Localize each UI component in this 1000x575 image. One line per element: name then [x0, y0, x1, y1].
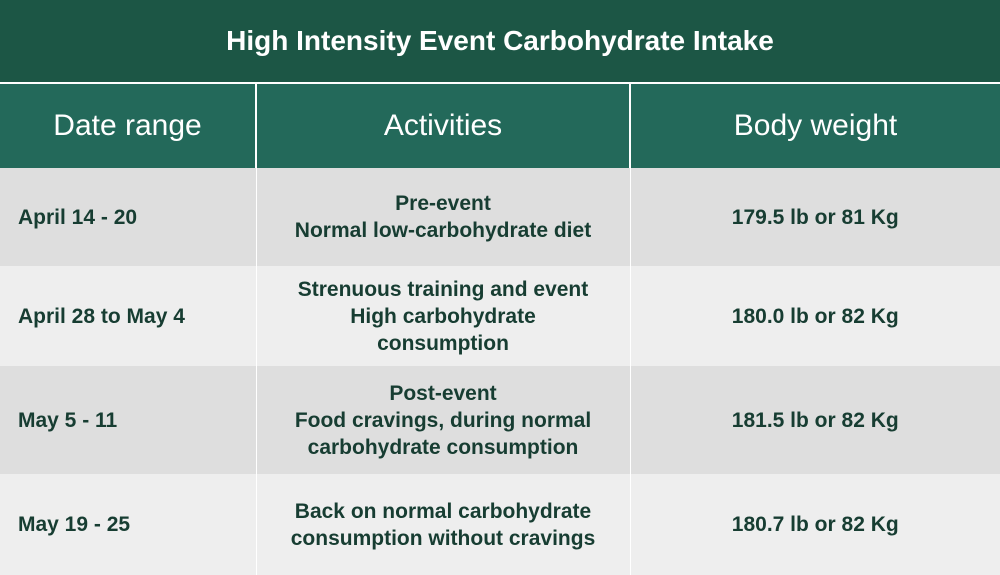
weight-cell: 179.5 lb or 81 Kg — [630, 168, 1000, 266]
weight-cell: 180.0 lb or 82 Kg — [630, 266, 1000, 366]
weight-cell: 181.5 lb or 82 Kg — [630, 366, 1000, 474]
date-cell: May 5 - 11 — [0, 366, 257, 474]
activity-line: High carbohydrate — [350, 304, 536, 328]
table-row: May 19 - 25 Back on normal carbohydrate … — [0, 474, 1000, 575]
header-date-range: Date range — [0, 84, 257, 168]
activity-line: Strenuous training and event — [297, 277, 589, 301]
header-body-weight: Body weight — [630, 84, 1000, 168]
activities-cell: Post-event Food cravings, during normal … — [256, 366, 631, 474]
weight-cell: 180.7 lb or 82 Kg — [630, 474, 1000, 575]
activity-line: Pre-event — [395, 192, 491, 215]
date-cell: April 14 - 20 — [0, 168, 257, 266]
activity-line: consumption — [377, 331, 509, 355]
activity-line: consumption without cravings — [290, 526, 596, 550]
activities-cell: Back on normal carbohydrate consumption … — [256, 474, 631, 575]
date-cell: May 19 - 25 — [0, 474, 257, 575]
date-cell: April 28 to May 4 — [0, 266, 257, 366]
activities-cell: Pre-event Normal low-carbohydrate diet — [256, 168, 631, 266]
intake-table: Date range Activities Body weight April … — [0, 84, 1000, 575]
activity-line: Back on normal carbohydrate — [294, 499, 592, 523]
table-row: April 28 to May 4 Strenuous training and… — [0, 266, 1000, 366]
activities-cell: Strenuous training and event High carboh… — [256, 266, 631, 366]
header-activities: Activities — [256, 84, 631, 168]
header-row: Date range Activities Body weight — [0, 84, 1000, 168]
activity-line: carbohydrate consumption — [307, 435, 579, 459]
table-row: April 14 - 20 Pre-event Normal low-carbo… — [0, 168, 1000, 266]
table-row: May 5 - 11 Post-event Food cravings, dur… — [0, 366, 1000, 474]
activity-line: Normal low-carbohydrate diet — [294, 219, 592, 242]
table-title: High Intensity Event Carbohydrate Intake — [0, 0, 1000, 84]
activity-line: Food cravings, during normal — [294, 408, 592, 432]
activity-line: Post-event — [389, 381, 497, 405]
